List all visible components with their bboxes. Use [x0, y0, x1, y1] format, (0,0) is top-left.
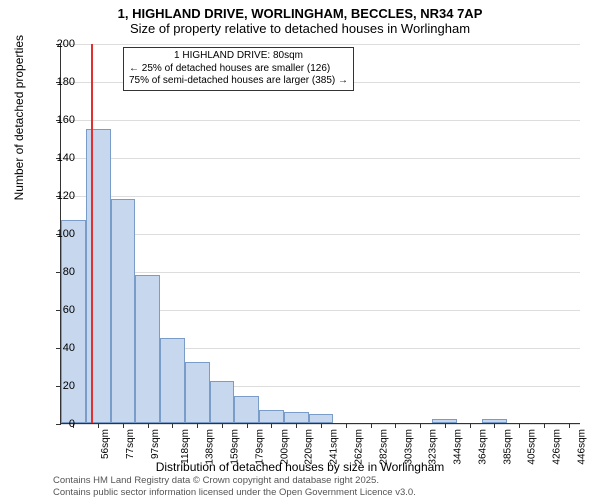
chart-container: 1, HIGHLAND DRIVE, WORLINGHAM, BECCLES, …: [0, 0, 600, 500]
ytick-label: 60: [45, 304, 75, 316]
x-axis-label: Distribution of detached houses by size …: [0, 460, 600, 474]
histogram-bar: [284, 412, 309, 423]
xtick-mark: [247, 423, 248, 428]
xtick-label: 56sqm: [100, 429, 111, 459]
ytick-label: 160: [45, 114, 75, 126]
xtick-mark: [271, 423, 272, 428]
xtick-mark: [519, 423, 520, 428]
y-axis-label: Number of detached properties: [12, 35, 26, 200]
xtick-mark: [544, 423, 545, 428]
xtick-mark: [445, 423, 446, 428]
xtick-mark: [321, 423, 322, 428]
annotation-line2: ← 25% of detached houses are smaller (12…: [129, 63, 348, 76]
plot-area: 56sqm77sqm97sqm118sqm138sqm159sqm179sqm2…: [60, 44, 580, 424]
histogram-bar: [111, 199, 136, 423]
chart-title-2: Size of property relative to detached ho…: [0, 21, 600, 40]
histogram-bar: [210, 381, 235, 423]
xtick-mark: [197, 423, 198, 428]
xtick-mark: [395, 423, 396, 428]
histogram-bar: [259, 410, 284, 423]
chart-title-1: 1, HIGHLAND DRIVE, WORLINGHAM, BECCLES, …: [0, 0, 600, 21]
xtick-mark: [296, 423, 297, 428]
histogram-bar: [234, 396, 259, 423]
gridline: [61, 272, 580, 273]
histogram-bar: [185, 362, 210, 423]
marker-line: [91, 44, 93, 423]
xtick-mark: [346, 423, 347, 428]
xtick-mark: [222, 423, 223, 428]
ytick-label: 40: [45, 342, 75, 354]
xtick-label: 97sqm: [150, 429, 161, 459]
ytick-label: 0: [45, 418, 75, 430]
ytick-label: 140: [45, 152, 75, 164]
histogram-bar: [86, 129, 111, 424]
gridline: [61, 234, 580, 235]
xtick-mark: [470, 423, 471, 428]
xtick-label: 77sqm: [125, 429, 136, 459]
ytick-label: 120: [45, 190, 75, 202]
histogram-bar: [61, 220, 86, 423]
ytick-label: 180: [45, 76, 75, 88]
xtick-mark: [98, 423, 99, 428]
ytick-label: 80: [45, 266, 75, 278]
footer: Contains HM Land Registry data © Crown c…: [53, 475, 416, 498]
histogram-bar: [160, 338, 185, 424]
xtick-label: 118sqm: [180, 429, 191, 464]
xtick-mark: [123, 423, 124, 428]
gridline: [61, 158, 580, 159]
ytick-label: 200: [45, 38, 75, 50]
footer-line2: Contains public sector information licen…: [53, 487, 416, 498]
ytick-label: 100: [45, 228, 75, 240]
xtick-mark: [494, 423, 495, 428]
annotation-box: 1 HIGHLAND DRIVE: 80sqm ← 25% of detache…: [123, 47, 354, 91]
gridline: [61, 196, 580, 197]
gridline: [61, 44, 580, 45]
footer-line1: Contains HM Land Registry data © Crown c…: [53, 475, 416, 486]
xtick-mark: [420, 423, 421, 428]
xtick-mark: [148, 423, 149, 428]
histogram-bar: [309, 414, 334, 424]
ytick-label: 20: [45, 380, 75, 392]
gridline: [61, 120, 580, 121]
xtick-mark: [569, 423, 570, 428]
xtick-mark: [172, 423, 173, 428]
xtick-mark: [371, 423, 372, 428]
histogram-bar: [135, 275, 160, 423]
annotation-line3: 75% of semi-detached houses are larger (…: [129, 75, 348, 88]
annotation-line1: 1 HIGHLAND DRIVE: 80sqm: [129, 50, 348, 63]
